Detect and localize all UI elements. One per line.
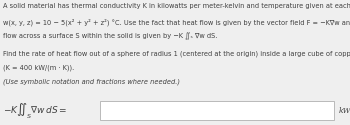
Text: Find the rate of heat flow out of a sphere of radius 1 (centered at the origin) : Find the rate of heat flow out of a sphe…	[3, 51, 350, 57]
Text: (Use symbolic notation and fractions where needed.): (Use symbolic notation and fractions whe…	[3, 79, 180, 85]
Text: w(x, y, z) = 10 − 5(x² + y² + z²) °C. Use the fact that heat flow is given by th: w(x, y, z) = 10 − 5(x² + y² + z²) °C. Us…	[3, 18, 350, 26]
Text: kW: kW	[338, 107, 350, 115]
Text: A solid material has thermal conductivity K in kilowatts per meter-kelvin and te: A solid material has thermal conductivit…	[3, 3, 350, 9]
Text: flow across a surface S within the solid is given by −K ∬ₛ ∇w dS.: flow across a surface S within the solid…	[3, 33, 217, 40]
Bar	[100, 101, 334, 120]
Text: $-K\iint_S \nabla w\,dS=$: $-K\iint_S \nabla w\,dS=$	[3, 101, 67, 120]
Text: (K = 400 kW/(m · K)).: (K = 400 kW/(m · K)).	[3, 64, 74, 71]
